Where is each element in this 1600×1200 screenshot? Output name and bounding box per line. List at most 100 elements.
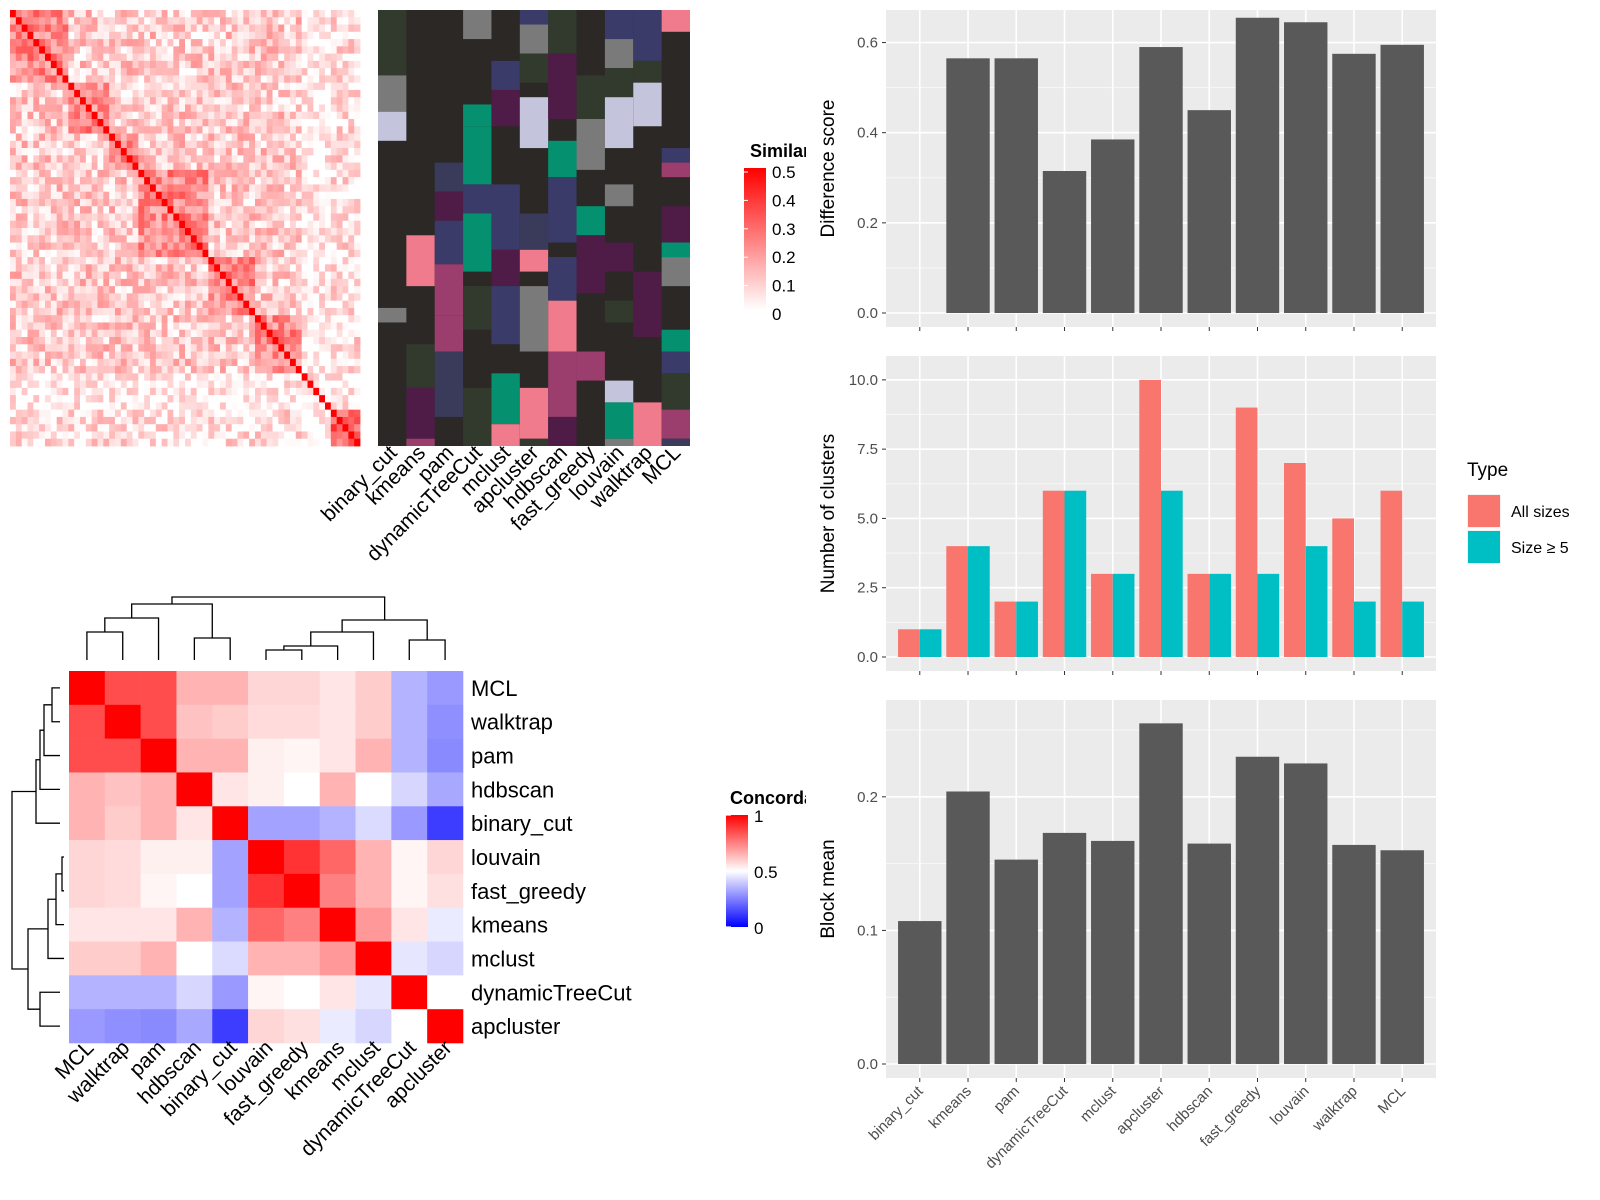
similarity-legend-tick: 0.5 — [772, 163, 796, 182]
bar-Size ≥ 5-apcluster — [1161, 490, 1183, 657]
concordance-cell — [248, 671, 285, 706]
bar-dynamicTreeCut — [1042, 832, 1087, 1064]
concordance-cell — [104, 772, 141, 807]
bar-Size ≥ 5-louvain — [1305, 546, 1328, 657]
concordance-cell — [248, 738, 285, 773]
concordance-cell — [176, 907, 213, 942]
similarity-colorbar — [744, 168, 766, 310]
dendrogram-branch — [61, 856, 64, 892]
similarity-legend-tick: 0.3 — [772, 220, 796, 239]
concordance-cell — [427, 1009, 464, 1044]
concordance-cell — [427, 873, 464, 909]
concordance-cell — [176, 941, 213, 976]
concordance-cell — [355, 975, 392, 1010]
row-label-pam: pam — [471, 744, 514, 769]
bar-kmeans — [946, 791, 990, 1064]
bar-walktrap — [1332, 53, 1376, 314]
concordance-cell — [283, 806, 321, 841]
y-tick-label: 7.5 — [857, 441, 878, 458]
concordance-cell — [283, 704, 321, 739]
concordance-cell — [355, 873, 392, 909]
bar-All sizes-MCL — [1380, 490, 1403, 657]
concordance-cell — [140, 806, 177, 841]
y-tick-label: 0.2 — [857, 215, 878, 232]
concordance-cell — [355, 671, 392, 706]
concordance-cell — [319, 941, 356, 976]
concordance-cell — [140, 907, 177, 942]
similarity-legend-tick: 0.4 — [772, 191, 796, 210]
row-label-mclust: mclust — [471, 946, 535, 971]
concordance-cell — [427, 704, 464, 739]
bar-kmeans — [946, 58, 990, 313]
dendrogram-branch — [104, 617, 160, 660]
row-dendrogram — [11, 687, 64, 1027]
concordance-cell — [140, 975, 177, 1010]
bar-Size ≥ 5-pam — [1016, 601, 1038, 657]
bar-louvain — [1284, 763, 1328, 1064]
concordance-cell — [319, 873, 356, 909]
concordance-cell — [104, 873, 141, 909]
similarity-legend-tick: 0.2 — [772, 248, 796, 267]
concordance-cell — [248, 704, 285, 739]
concordance-cell — [176, 671, 213, 706]
concordance-cell — [104, 738, 141, 773]
annotation-column-fast_greedy — [576, 75, 605, 381]
dendrogram-branch — [51, 687, 60, 723]
concordance-cell — [140, 1009, 177, 1044]
concordance-colorbar — [726, 815, 748, 927]
annotation-column-pam — [434, 162, 464, 417]
x-tick-label-apcluster: apcluster — [1113, 1083, 1168, 1138]
concordance-cell — [427, 941, 464, 976]
x-tick-label-dynamicTreeCut: dynamicTreeCut — [982, 1082, 1072, 1172]
dendrogram-branch — [11, 790, 36, 970]
concordance-cell — [248, 1009, 285, 1044]
concordance-cell — [248, 806, 285, 841]
concordance-cell — [248, 907, 285, 942]
concordance-cell — [212, 840, 249, 875]
concordance-cell — [391, 806, 428, 841]
annotation-column-apcluster — [519, 10, 549, 446]
bar-hdbscan — [1187, 110, 1231, 314]
concordance-cell — [69, 772, 106, 807]
y-tick-label: 0.0 — [857, 305, 878, 322]
concordance-cell — [69, 806, 106, 841]
concordance-cell — [69, 907, 106, 942]
concordance-legend-tick: 0.5 — [754, 863, 778, 882]
concordance-cell — [104, 840, 141, 875]
concordance-cell — [319, 806, 356, 841]
y-tick-label: 5.0 — [857, 510, 878, 527]
bar-Size ≥ 5-fast_greedy — [1257, 573, 1280, 657]
column-dendrogram — [86, 596, 446, 660]
concordance-cell — [69, 873, 106, 909]
concordance-cell — [391, 671, 428, 706]
y-tick-label: 0.1 — [857, 922, 878, 939]
bar-pam — [994, 58, 1038, 313]
concordance-cell — [212, 941, 249, 976]
concordance-cell — [248, 873, 285, 909]
concordance-cell — [176, 704, 213, 739]
concordance-cell — [140, 873, 177, 909]
concordance-cell — [355, 840, 392, 875]
dendrogram-branch — [39, 729, 60, 791]
concordance-cell — [391, 975, 428, 1010]
dendrogram-branch — [283, 645, 339, 660]
row-label-walktrap: walktrap — [470, 710, 553, 735]
x-tick-label-pam: pam — [990, 1083, 1023, 1116]
type-legend-key-Size ≥ 5 — [1468, 531, 1500, 563]
y-tick-label: 0.0 — [857, 1056, 878, 1073]
concordance-legend-tick: 1 — [754, 807, 763, 826]
annotation-column-walktrap — [633, 10, 662, 446]
annotation-column-labels: binary_cutkmeanspamdynamicTreeCutmclusta… — [317, 441, 685, 566]
y-axis-label: Difference score — [818, 100, 839, 238]
bar-All sizes-kmeans — [946, 546, 969, 657]
x-tick-label-kmeans: kmeans — [926, 1083, 975, 1132]
concordance-cell — [427, 840, 464, 875]
concordance-cell — [355, 941, 392, 976]
concordance-cell — [212, 873, 249, 909]
cluster-annotation-heatmap — [378, 10, 690, 446]
y-tick-label: 0.2 — [857, 789, 878, 806]
y-tick-label: 0.0 — [857, 649, 878, 666]
concordance-cell — [104, 704, 141, 739]
